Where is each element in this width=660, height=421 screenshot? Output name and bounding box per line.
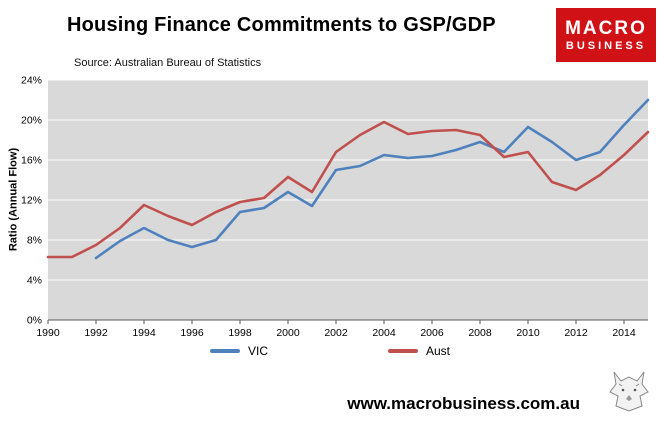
x-tick-label: 2004 (372, 327, 396, 339)
x-tick-label: 2006 (420, 327, 444, 339)
logo-line1: MACRO (565, 17, 647, 39)
x-tick-label: 1994 (132, 327, 156, 339)
series-line-vic (94, 98, 650, 260)
legend-label-vic: VIC (247, 344, 268, 358)
chart-source-note: Source: Australian Bureau of Statistics (74, 57, 262, 69)
x-tick-label: 2012 (564, 327, 588, 339)
page-title: Housing Finance Commitments to GSP/GDP (67, 14, 496, 36)
x-tick-label: 1996 (180, 327, 204, 339)
x-tick-label: 2010 (516, 327, 540, 339)
legend-swatch-vic (209, 349, 240, 353)
x-tick-label: 2000 (276, 327, 300, 339)
legend-item-aust: Aust (388, 344, 450, 358)
logo-line2: BUSINESS (565, 39, 647, 52)
x-tick-label: 2014 (612, 327, 636, 339)
y-tick-label: 12% (21, 195, 42, 207)
legend-label-aust: Aust (426, 344, 451, 358)
wolf-logo-icon (604, 368, 654, 419)
legend-swatch-aust (388, 349, 418, 353)
y-tick-label: 20% (21, 115, 42, 127)
y-tick-label: 16% (21, 155, 42, 167)
series-line-aust (46, 120, 650, 259)
x-tick-label: 2002 (324, 327, 348, 339)
y-tick-label: 24% (21, 75, 42, 87)
y-tick-label: 4% (27, 275, 42, 287)
y-tick-label: 8% (27, 235, 42, 247)
line-chart: 0% 4% 8% 12% 16% 20% 24% 1990 1992 1994 1996 1998 20… (21, 75, 650, 339)
website-url: www.macrobusiness.com.au (347, 394, 580, 413)
x-tick-label: 2008 (468, 327, 492, 339)
x-tick-label: 1990 (36, 327, 60, 339)
macrobusiness-logo: MACRO BUSINESS (556, 8, 656, 62)
legend-item-vic: VIC (209, 344, 268, 358)
x-tick-label: 1992 (84, 327, 108, 339)
chart-legend: VIC Aust (0, 344, 660, 358)
y-tick-label: 0% (27, 315, 42, 327)
x-tick-label: 1998 (228, 327, 252, 339)
